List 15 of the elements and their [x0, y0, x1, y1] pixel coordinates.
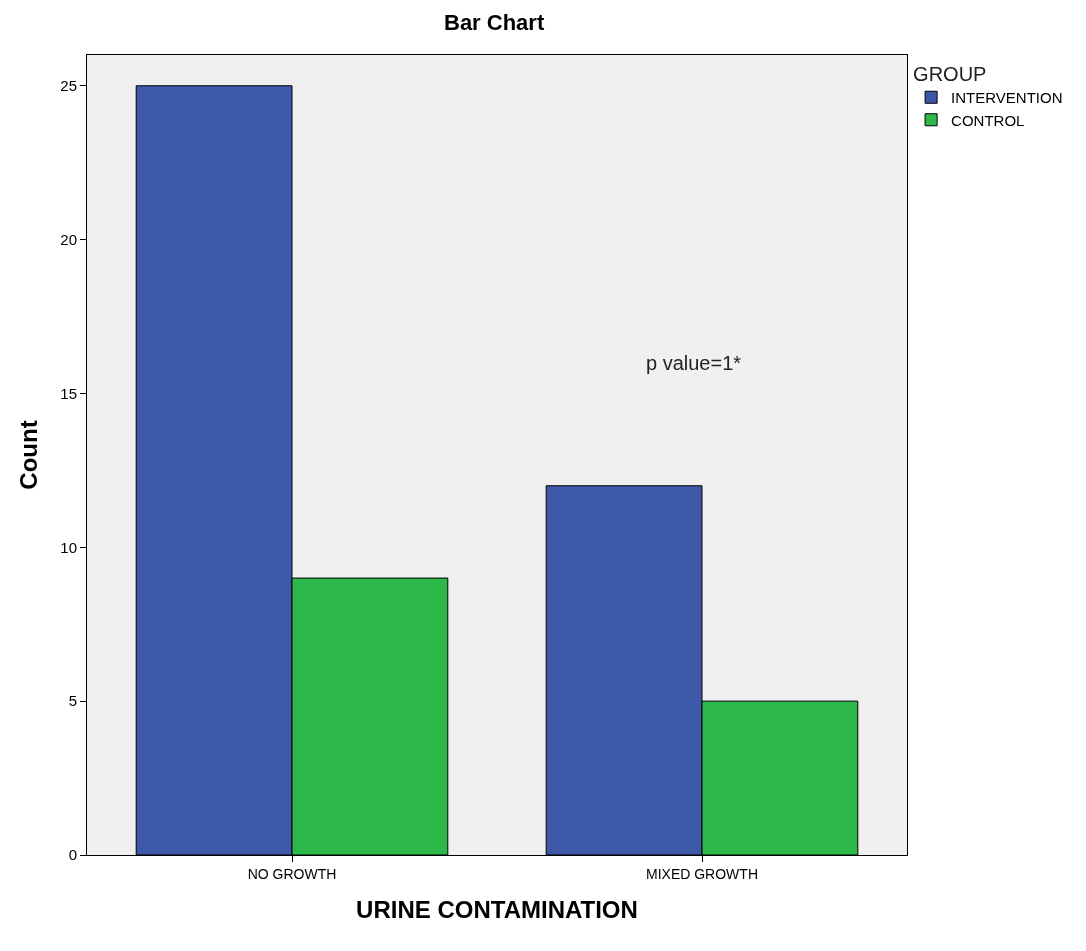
legend-label: CONTROL [951, 111, 1025, 129]
chart-title: Bar Chart [444, 9, 545, 35]
y-tick-label: 10 [60, 538, 77, 556]
y-tick-label: 20 [60, 230, 77, 248]
x-tick-label: NO GROWTH [247, 865, 337, 882]
y-tick-label: 0 [68, 846, 77, 864]
y-tick-label: 15 [60, 384, 77, 402]
y-tick-label: 25 [60, 77, 77, 95]
annotation: p value=1* [646, 352, 742, 374]
y-tick-label: 5 [68, 692, 77, 710]
y-axis-title: Count [15, 420, 43, 490]
legend-title: GROUP [913, 63, 987, 85]
legend-label: INTERVENTION [951, 89, 1063, 107]
x-tick-label: MIXED GROWTH [646, 865, 758, 882]
x-axis-title: URINE CONTAMINATION [356, 896, 638, 924]
